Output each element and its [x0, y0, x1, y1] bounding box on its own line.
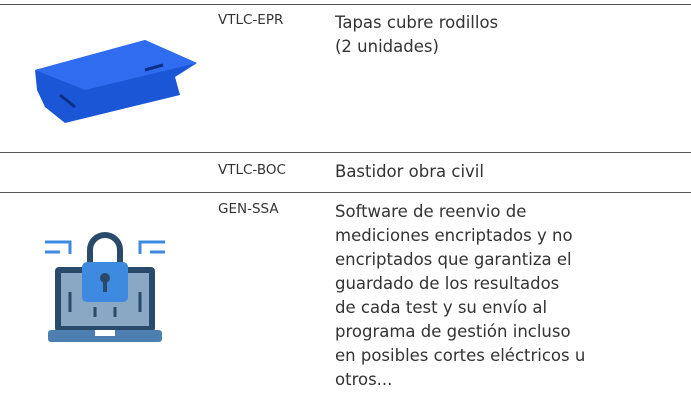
row-rule: [0, 152, 691, 153]
description-line: programa de gestión incluso: [335, 322, 571, 341]
description-line: de cada test y su envío al: [335, 298, 548, 317]
description-line: encriptados que garantiza el: [335, 250, 572, 269]
description-line: otros...: [335, 370, 393, 389]
row-rule: [0, 192, 691, 193]
description-line: guardado de los resultados: [335, 274, 560, 293]
product-code: VTLC-EPR: [218, 12, 284, 28]
description-line: en posibles cortes eléctricos u: [335, 346, 586, 365]
description-line: Software de reenvio de: [335, 202, 527, 221]
row-rule: [0, 4, 691, 5]
description-line: Tapas cubre rodillos: [335, 13, 499, 32]
product-description: Bastidor obra civil: [335, 160, 484, 184]
product-image-cover: [35, 40, 197, 123]
description-line: (2 unidades): [335, 37, 439, 56]
description-line: Bastidor obra civil: [335, 162, 484, 181]
product-code: VTLC-BOC: [218, 162, 286, 178]
product-description: Tapas cubre rodillos (2 unidades): [335, 11, 498, 59]
product-image-software: [45, 232, 165, 342]
description-line: mediciones encriptados y no: [335, 226, 573, 245]
product-description: Software de reenvio de mediciones encript…: [335, 200, 585, 392]
product-code: GEN-SSA: [218, 201, 279, 217]
